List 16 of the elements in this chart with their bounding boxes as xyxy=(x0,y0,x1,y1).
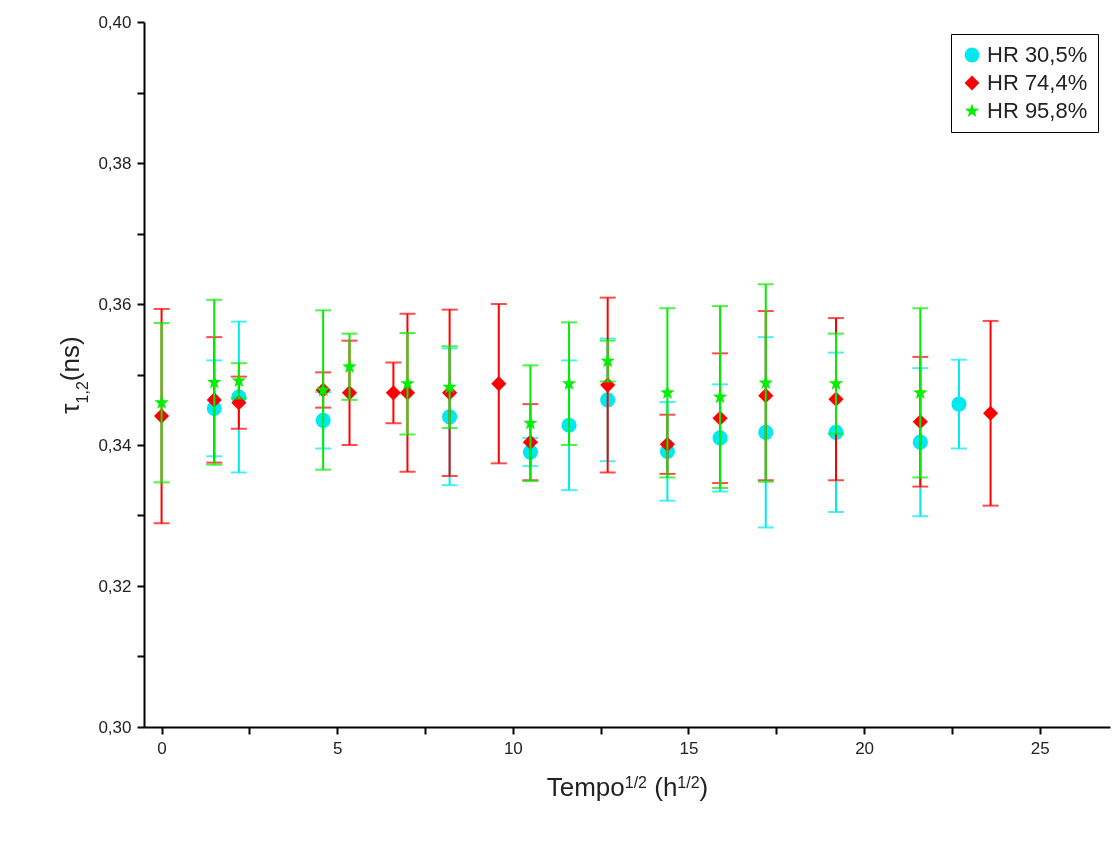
x-tick-label: 0 xyxy=(157,738,167,758)
x-axis-title: Tempo$^{1/2}$ (h$^{1/2}$) xyxy=(546,771,709,802)
x-tick-label: 5 xyxy=(332,738,343,758)
legend-label: HR 30,5% xyxy=(987,42,1088,67)
y-tick-label: 0,30 xyxy=(98,717,132,737)
x-tick-label: 15 xyxy=(679,738,699,758)
x-tick-label: 20 xyxy=(855,738,875,758)
y-tick-label: 0,38 xyxy=(98,153,132,173)
y-tick-label: 0,34 xyxy=(98,435,132,455)
y-tick-label: 0,40 xyxy=(98,12,132,32)
y-tick-label: 0,32 xyxy=(98,576,132,596)
legend-label: HR 74,4% xyxy=(987,70,1088,95)
x-tick-label: 10 xyxy=(503,738,523,758)
x-tick-label: 25 xyxy=(1030,738,1050,758)
y-tick-label: 0,36 xyxy=(98,294,132,314)
legend-label: HR 95,8% xyxy=(987,98,1088,123)
